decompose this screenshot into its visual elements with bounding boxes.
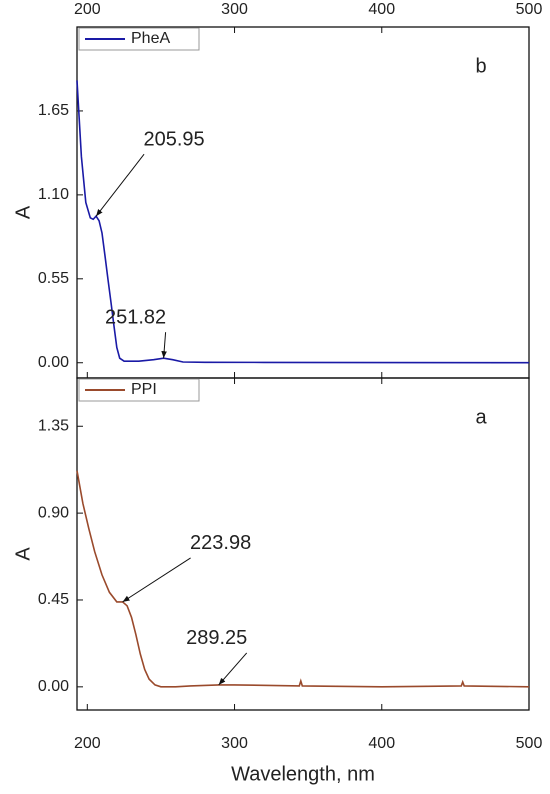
y-tick-label: 0.00	[38, 354, 69, 371]
legend-box	[78, 378, 200, 402]
y-tick-label: 0.55	[38, 270, 69, 287]
y-tick-label: 1.10	[38, 186, 69, 203]
annotation-arrow	[122, 557, 191, 603]
y-axis-label: A	[12, 547, 34, 561]
panel-label: b	[475, 55, 486, 77]
data-line	[76, 80, 530, 364]
annotation-arrow	[161, 332, 167, 359]
y-axis-label: A	[12, 205, 34, 219]
annotation-label: 251.82	[105, 306, 166, 328]
y-tick-label: 1.65	[38, 102, 69, 119]
y-tick-label: 1.35	[38, 417, 69, 434]
panel-label: a	[475, 406, 487, 428]
x-tick-label: 500	[516, 1, 543, 18]
annotation-label: 223.98	[190, 532, 251, 554]
plot-frame	[76, 377, 530, 711]
x-tick-label: 200	[74, 1, 101, 18]
legend-label: PPI	[131, 381, 157, 398]
legend-label: PheA	[131, 30, 170, 47]
y-tick-label: 0.90	[38, 504, 69, 521]
x-tick-label: 500	[516, 735, 543, 752]
legend-box	[78, 27, 200, 51]
x-tick-label: 200	[74, 735, 101, 752]
annotation-label: 205.95	[143, 129, 204, 151]
annotation-arrow	[218, 652, 248, 686]
x-tick-label: 300	[221, 735, 248, 752]
x-tick-label: 300	[221, 1, 248, 18]
data-line	[76, 470, 530, 688]
annotation-label: 289.25	[186, 627, 247, 649]
x-axis-label: Wavelength, nm	[231, 763, 375, 785]
annotation-arrow	[95, 153, 145, 217]
x-tick-label: 400	[368, 1, 395, 18]
y-tick-label: 0.45	[38, 591, 69, 608]
x-tick-label: 400	[368, 735, 395, 752]
y-tick-label: 0.00	[38, 678, 69, 695]
